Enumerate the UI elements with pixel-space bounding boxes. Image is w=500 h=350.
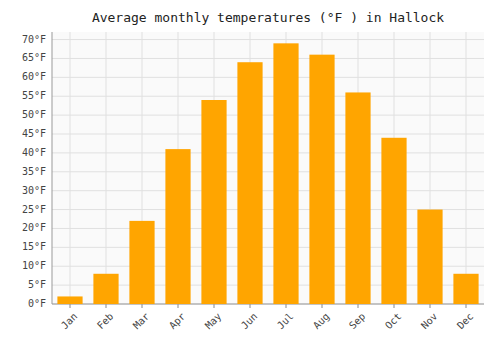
y-tick-label: 15°F: [22, 241, 46, 252]
bar: [57, 296, 82, 304]
x-tick-label: May: [203, 311, 224, 332]
x-tick-label: Apr: [167, 311, 188, 332]
x-tick-label: Oct: [383, 311, 404, 332]
x-grid-line: [70, 32, 71, 304]
y-grid-line: [52, 171, 484, 172]
bar: [237, 62, 262, 304]
y-tick-label: 60°F: [22, 71, 46, 82]
x-tick-label: Feb: [95, 311, 116, 332]
y-tick-label: 30°F: [22, 185, 46, 196]
x-grid-line: [106, 32, 107, 304]
x-tick: [322, 304, 323, 308]
y-tick-label: 70°F: [22, 34, 46, 45]
y-grid-line: [52, 190, 484, 191]
bar: [201, 100, 226, 304]
bar: [93, 274, 118, 304]
y-axis-line: [52, 32, 53, 304]
y-tick-label: 50°F: [22, 109, 46, 120]
x-tick-label: Nov: [419, 311, 440, 332]
bar: [309, 55, 334, 304]
grid: [52, 32, 484, 304]
bar: [417, 210, 442, 304]
bar: [345, 92, 370, 304]
y-tick-label: 10°F: [22, 260, 46, 271]
y-tick-label: 20°F: [22, 222, 46, 233]
x-tick-label: Mar: [131, 311, 152, 332]
y-tick-label: 35°F: [22, 166, 46, 177]
x-tick-label: Jul: [275, 311, 296, 332]
x-tick-label: Jan: [59, 311, 80, 332]
y-tick-label: 0°F: [28, 298, 46, 309]
x-tick: [358, 304, 359, 308]
x-tick: [250, 304, 251, 308]
x-tick: [70, 304, 71, 308]
x-tick: [430, 304, 431, 308]
y-tick-label: 65°F: [22, 52, 46, 63]
y-tick-label: 5°F: [28, 279, 46, 290]
y-grid-line: [52, 134, 484, 135]
x-tick-label: Sep: [347, 311, 368, 332]
y-grid-line: [52, 39, 484, 40]
x-tick-label: Jun: [239, 311, 260, 332]
bar: [165, 149, 190, 304]
bar: [273, 43, 298, 304]
bar: [129, 221, 154, 304]
y-grid-line: [52, 77, 484, 78]
x-tick-label: Aug: [311, 311, 332, 332]
axes: 0°F 5°F 10°F 15°F 20°F 25°F 30°F 35°F 40°F 45°F 50…: [22, 32, 484, 331]
x-tick: [142, 304, 143, 308]
x-tick: [214, 304, 215, 308]
bar: [381, 138, 406, 304]
bar: [453, 274, 478, 304]
y-tick-label: 40°F: [22, 147, 46, 158]
x-tick: [286, 304, 287, 308]
chart-title: Average monthly temperatures (°F ) in Ha…: [92, 10, 444, 25]
y-tick-label: 25°F: [22, 204, 46, 215]
x-tick-label: Dec: [455, 311, 476, 332]
y-grid-line: [52, 152, 484, 153]
x-tick: [466, 304, 467, 308]
y-grid-line: [52, 58, 484, 59]
x-grid-line: [466, 32, 467, 304]
x-tick: [106, 304, 107, 308]
chart-svg: 0°F 5°F 10°F 15°F 20°F 25°F 30°F 35°F 40°F 45°F 50…: [0, 0, 500, 350]
chart-container: 0°F 5°F 10°F 15°F 20°F 25°F 30°F 35°F 40°F 45°F 50…: [0, 0, 500, 350]
x-tick: [178, 304, 179, 308]
plot-background: [52, 32, 484, 304]
x-tick: [394, 304, 395, 308]
bars: [57, 43, 478, 304]
y-grid-line: [52, 115, 484, 116]
y-tick-label: 45°F: [22, 128, 46, 139]
y-grid-line: [52, 96, 484, 97]
y-tick-label: 55°F: [22, 90, 46, 101]
